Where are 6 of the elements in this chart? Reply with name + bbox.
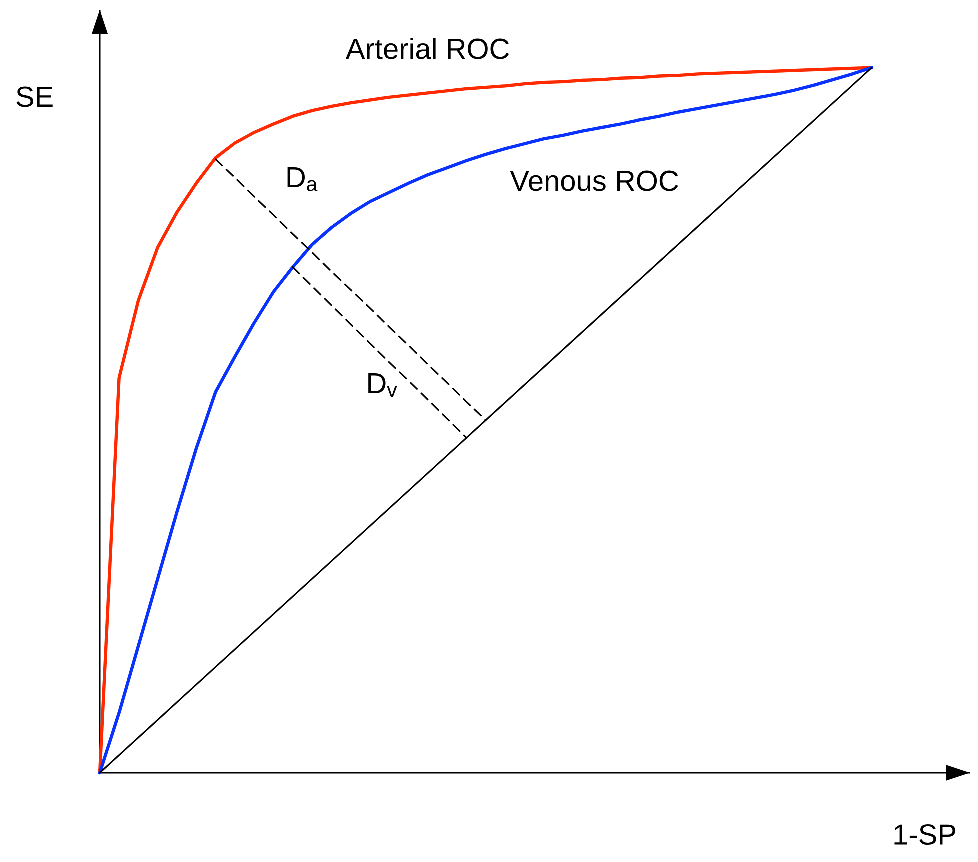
annotation: D$_{v}$ [368, 374, 398, 398]
series-label: Venous ROC [510, 170, 678, 192]
x-axis-title: 1-SP [894, 824, 956, 846]
y-axis-title: SE [16, 86, 53, 108]
series-label: Arterial ROC [346, 38, 510, 60]
annotation: D$_{a}$ [288, 168, 318, 192]
